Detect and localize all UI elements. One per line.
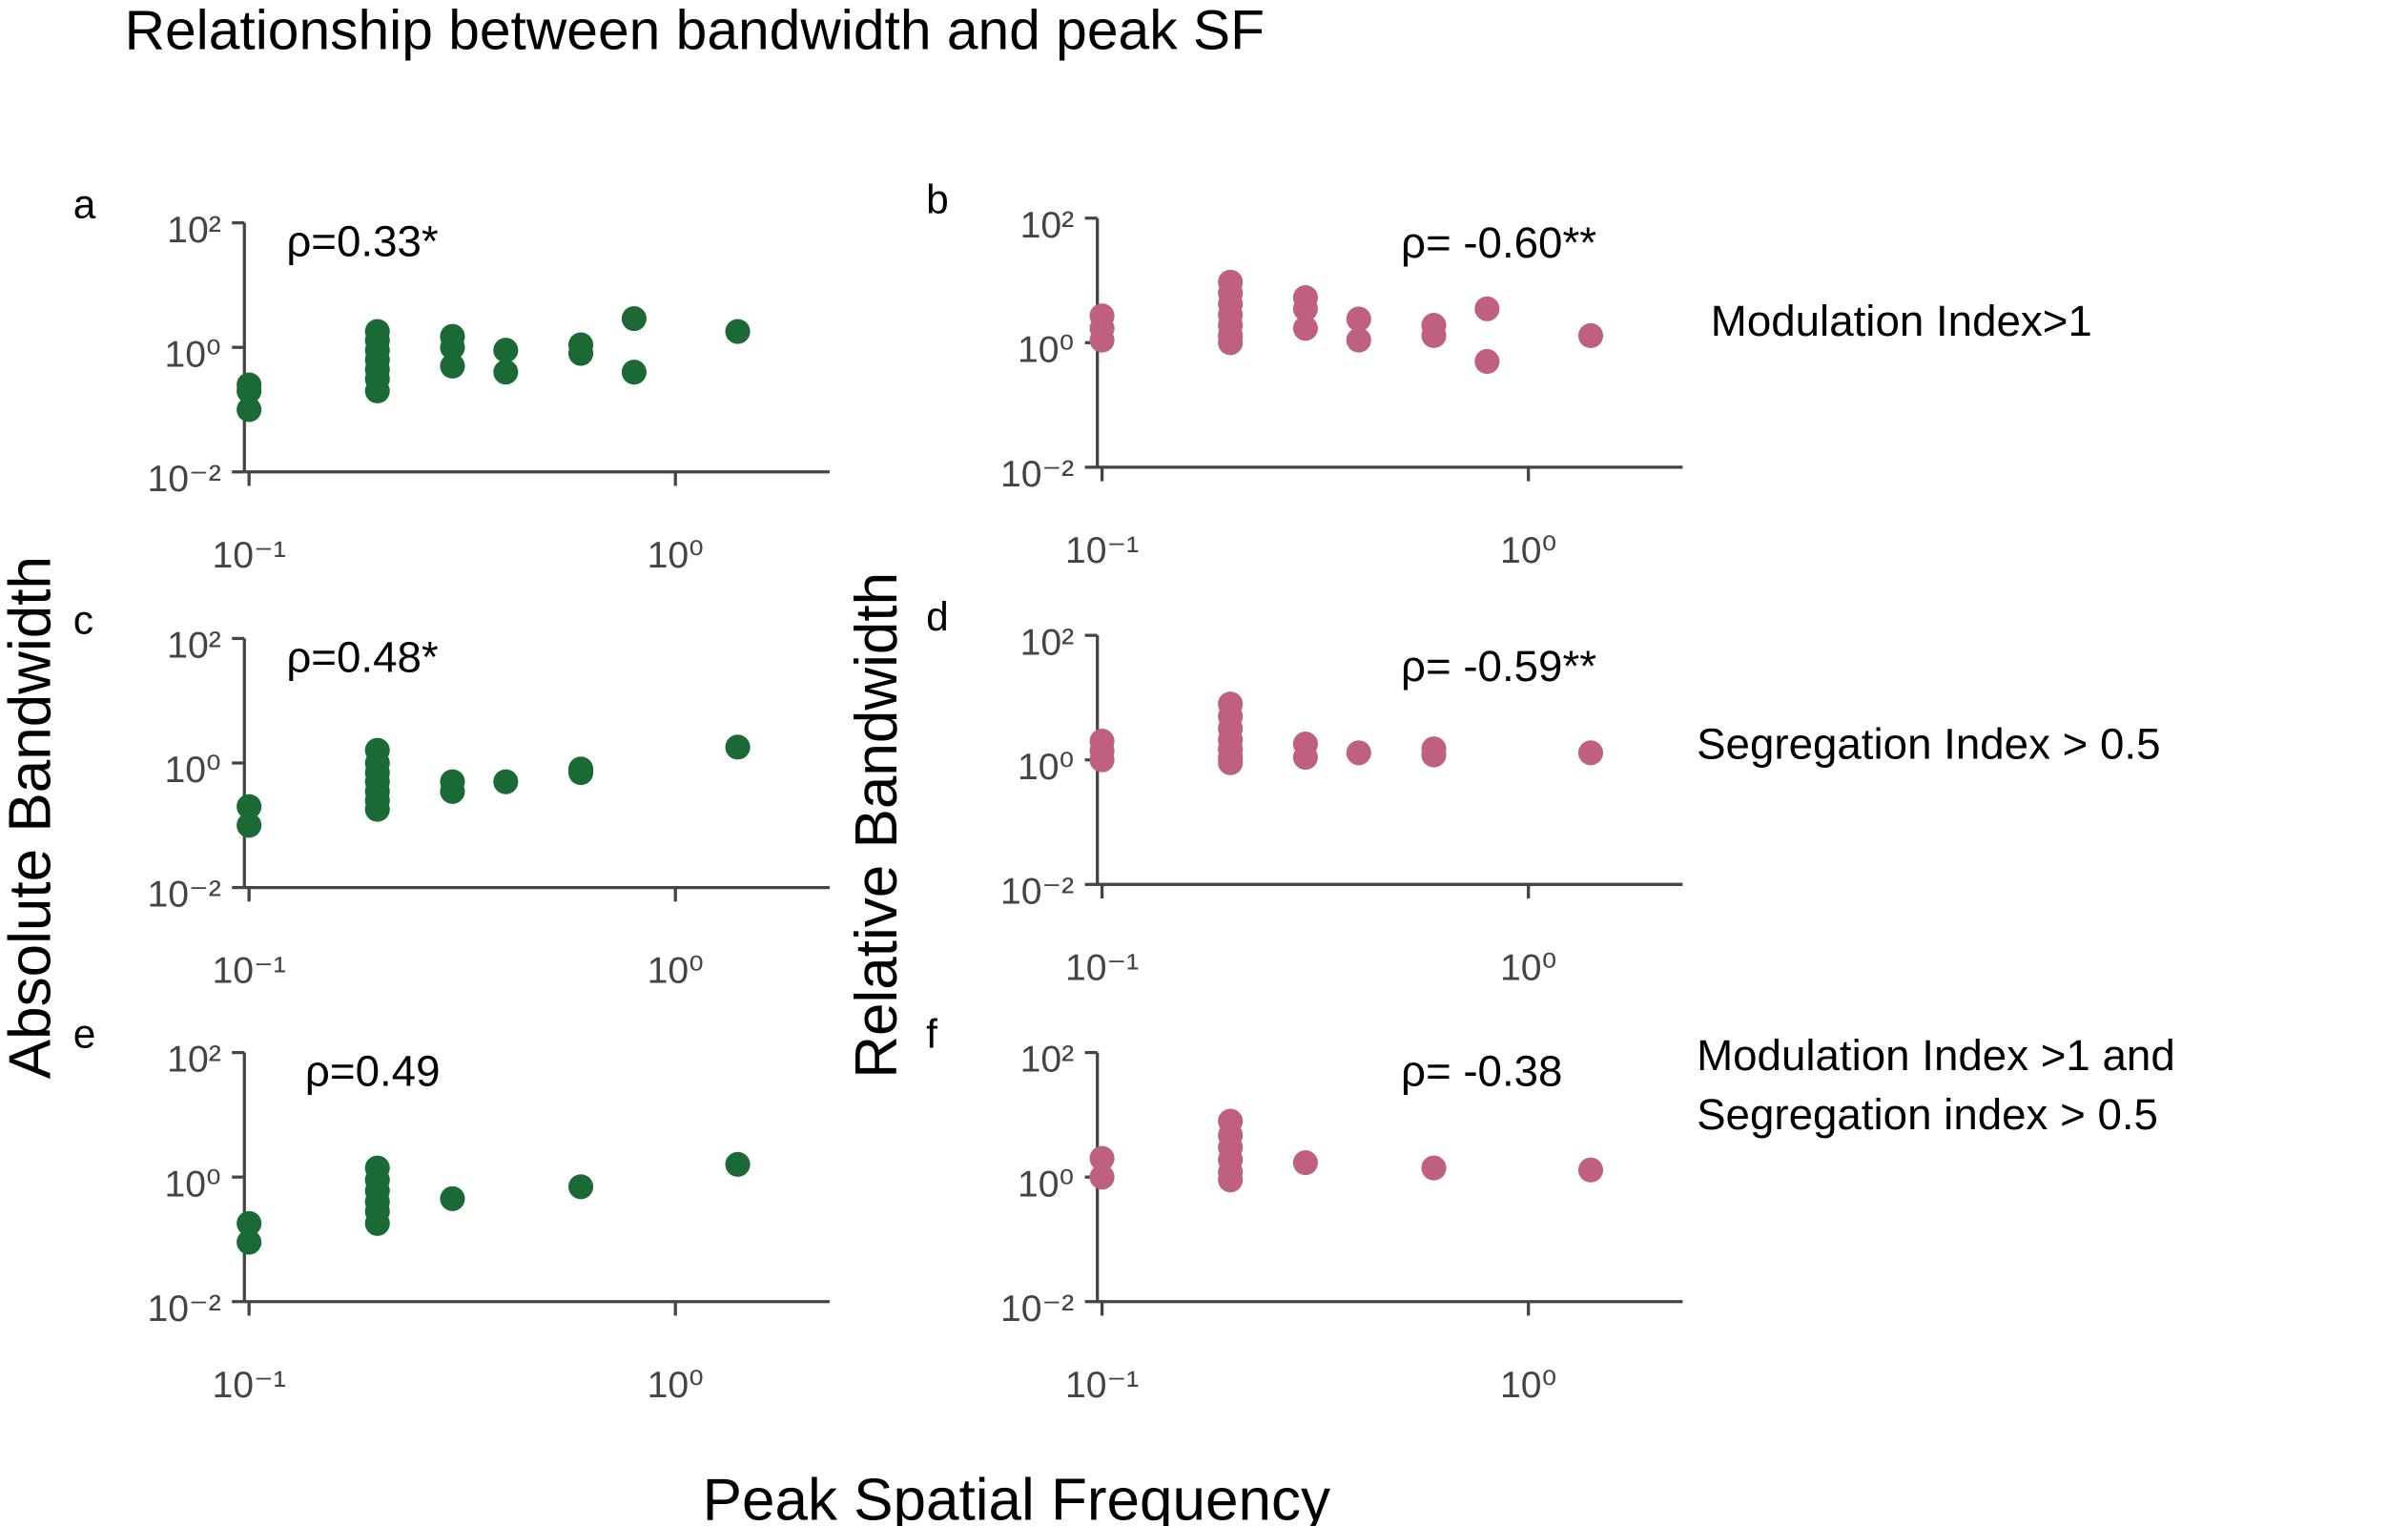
scatter-point xyxy=(237,813,262,838)
y-tick-label: 10⁻² xyxy=(148,1289,221,1330)
annotation: ρ=0.33* xyxy=(286,217,439,266)
row-label: Segregation index > 0.5 xyxy=(1697,1090,2158,1139)
scatter-point xyxy=(725,319,751,344)
y-tick-label: 10² xyxy=(167,1040,221,1081)
x-tick-label: 10⁰ xyxy=(1500,530,1556,571)
x-tick-label: 10⁻¹ xyxy=(213,535,286,576)
y-tick-label: 10⁻² xyxy=(148,459,221,500)
x-tick-label: 10⁰ xyxy=(648,1365,704,1406)
scatter-point xyxy=(237,378,262,403)
scatter-point xyxy=(364,796,390,822)
x-tick-label: 10⁻¹ xyxy=(213,1365,286,1406)
scatter-point xyxy=(237,397,262,423)
x-tick-label: 10⁰ xyxy=(1500,1365,1556,1406)
scatter-point xyxy=(1421,742,1447,768)
scatter-point xyxy=(1292,744,1318,771)
row-label: Segregation Index > 0.5 xyxy=(1697,720,2160,769)
scatter-point xyxy=(1421,322,1447,348)
y-tick-label: 10⁻² xyxy=(148,875,221,916)
scatter-point xyxy=(1292,1150,1318,1176)
scatter-point xyxy=(1218,1167,1244,1193)
scatter-point xyxy=(364,378,390,403)
annotation: ρ=0.49 xyxy=(305,1047,441,1096)
scatter-point xyxy=(493,769,519,794)
scatter-point xyxy=(1292,316,1318,341)
annotation: ρ= -0.60** xyxy=(1401,218,1596,267)
panel-letter: d xyxy=(926,594,949,639)
annotation: ρ= -0.59** xyxy=(1401,642,1596,691)
annotation: ρ=0.48* xyxy=(286,632,439,681)
y-tick-label: 10⁻² xyxy=(1000,871,1074,912)
scatter-point xyxy=(493,360,519,385)
y-tick-label: 10² xyxy=(1020,1040,1075,1081)
scatter-point xyxy=(621,305,647,332)
y-tick-label: 10⁻² xyxy=(1000,1289,1074,1330)
x-tick-label: 10⁻¹ xyxy=(1065,1365,1139,1406)
scatter-point xyxy=(1292,296,1318,321)
scatter-point xyxy=(1346,327,1371,353)
annotation: ρ= -0.38 xyxy=(1401,1047,1563,1096)
y-tick-label: 10⁰ xyxy=(1018,747,1074,788)
y-tick-label: 10⁰ xyxy=(165,1164,221,1205)
scatter-point xyxy=(567,340,594,366)
scatter-point xyxy=(237,1229,262,1255)
scatter-point xyxy=(1577,322,1604,348)
panel-letter: f xyxy=(926,1011,937,1056)
y-tick-label: 10² xyxy=(167,626,221,667)
scatter-point xyxy=(1421,1155,1447,1181)
scatter-point xyxy=(567,1174,594,1200)
scatter-point xyxy=(1089,1145,1115,1171)
scatter-point xyxy=(237,1210,262,1236)
x-tick-label: 10⁰ xyxy=(648,951,704,992)
scatter-point xyxy=(364,1210,390,1236)
scatter-point xyxy=(440,353,465,379)
scatter-point xyxy=(1474,296,1500,321)
panel-letter: e xyxy=(73,1011,96,1056)
scatter-point xyxy=(621,360,647,385)
y-axis-label: Absolute Bandwidth xyxy=(0,556,63,1079)
row-label: Modulation Index >1 and xyxy=(1697,1031,2175,1080)
x-tick-label: 10⁻¹ xyxy=(213,951,286,992)
scatter-point xyxy=(493,338,519,363)
scatter-point xyxy=(237,794,262,819)
y-tick-label: 10⁰ xyxy=(1018,329,1074,370)
scatter-point xyxy=(1577,1157,1604,1183)
scatter-point xyxy=(725,1151,751,1177)
x-tick-label: 10⁻¹ xyxy=(1065,530,1139,571)
scatter-point xyxy=(1346,740,1371,766)
y-tick-label: 10² xyxy=(1020,205,1075,246)
y-tick-label: 10⁰ xyxy=(165,334,221,375)
scatter-point xyxy=(1577,740,1604,766)
scatter-point xyxy=(567,760,594,786)
scatter-point xyxy=(1089,327,1115,353)
x-axis-label: Peak Spatial Frequency xyxy=(703,1467,1330,1526)
y-tick-label: 10² xyxy=(1020,622,1075,663)
scatter-point xyxy=(1474,348,1500,375)
scatter-point xyxy=(440,335,465,361)
y-axis-label: Relative Bandwidth xyxy=(844,572,910,1079)
scatter-point xyxy=(1089,1165,1115,1190)
panel-letter: a xyxy=(73,182,96,227)
x-tick-label: 10⁻¹ xyxy=(1065,947,1139,988)
figure-title: Relationship between bandwidth and peak … xyxy=(125,0,1265,62)
x-tick-label: 10⁰ xyxy=(648,535,704,576)
scatter-point xyxy=(440,1186,465,1211)
y-tick-label: 10⁰ xyxy=(1018,1164,1074,1205)
x-tick-label: 10⁰ xyxy=(1500,947,1556,988)
scatter-point xyxy=(440,778,465,804)
scatter-point xyxy=(725,734,751,760)
panel-letter: c xyxy=(73,597,93,642)
y-tick-label: 10⁰ xyxy=(165,750,221,791)
scatter-point xyxy=(1218,330,1244,356)
scatter-point xyxy=(1089,747,1115,773)
y-tick-label: 10⁻² xyxy=(1000,454,1074,495)
y-tick-label: 10² xyxy=(167,210,221,251)
scatter-point xyxy=(1218,750,1244,775)
panel-letter: b xyxy=(926,177,949,222)
row-label: Modulation Index>1 xyxy=(1711,297,2092,345)
scatter-point xyxy=(1346,306,1371,332)
